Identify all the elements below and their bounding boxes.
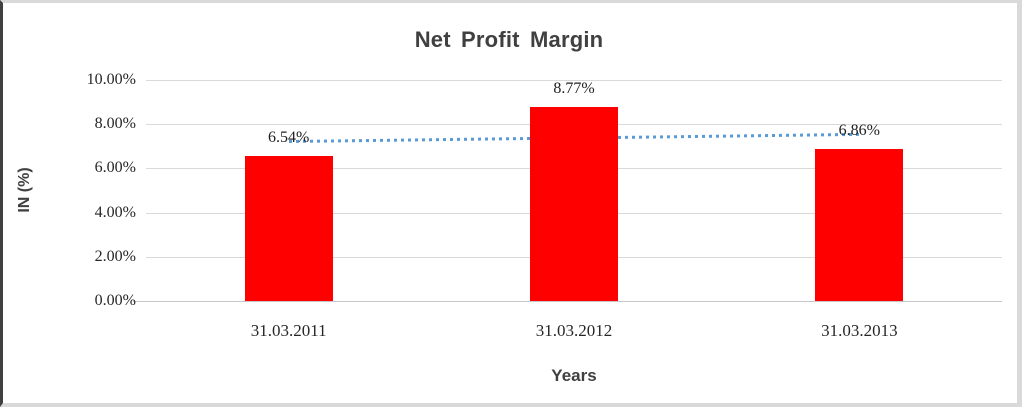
bar-data-label: 8.77%: [553, 80, 595, 98]
bar-31.03.2011: [244, 156, 333, 301]
y-tick-label: 8.00%: [94, 115, 136, 133]
x-category-label: 31.03.2011: [250, 321, 327, 340]
y-tick-label: 6.00%: [94, 159, 136, 177]
plot-area: 0.00% 2.00% 4.00% 6.00% 8.00% 10.00% 6.54% 31.0…: [3, 3, 1017, 403]
bar-31.03.2012: [530, 107, 618, 301]
y-tick-label: 0.00%: [94, 292, 136, 309]
chart-title: Net Profit Margin: [414, 27, 604, 52]
gridline: [146, 80, 1002, 81]
bar-data-label: 6.54%: [267, 129, 310, 147]
bar-31.03.2013: [815, 149, 904, 301]
x-axis-line: [133, 301, 1002, 302]
y-tick-label: 4.00%: [94, 203, 136, 221]
x-category-label: 31.03.2012: [535, 321, 613, 340]
bar-data-label: 6.86%: [838, 122, 880, 140]
x-axis-title: Years: [551, 366, 597, 385]
x-category-label: 31.03.2013: [821, 321, 898, 340]
y-tick-label: 2.00%: [94, 247, 136, 265]
y-tick-label: 10.00%: [86, 71, 136, 88]
